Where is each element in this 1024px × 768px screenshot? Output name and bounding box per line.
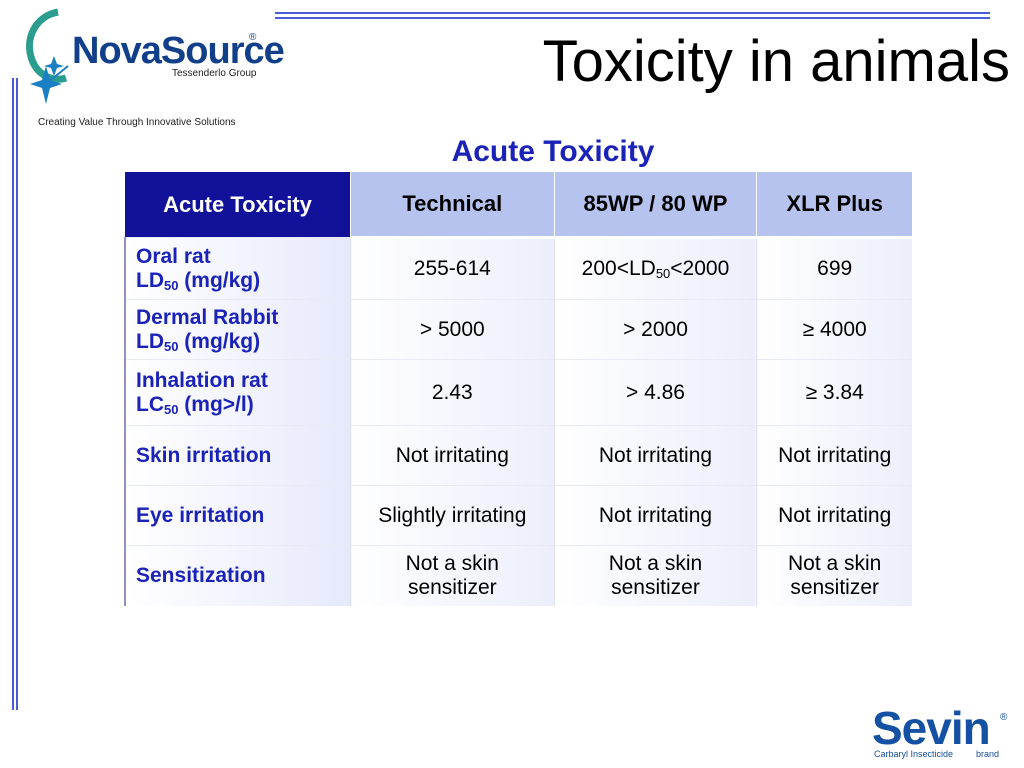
cell-xlr-plus: ≥ 3.84 — [756, 359, 912, 426]
column-header-xlr-plus: XLR Plus — [756, 172, 912, 239]
star-burst-icon — [26, 8, 69, 104]
table-row: Sensitization Not a skin sensitizer Not a… — [124, 545, 912, 606]
table-row: Skin irritation Not irritating Not irrit… — [124, 425, 912, 486]
cell-technical: Not a skin sensitizer — [350, 545, 555, 606]
top-rule — [275, 12, 990, 14]
cell-xlr-plus: Not irritating — [756, 425, 912, 486]
logo-registered-mark: ® — [249, 32, 257, 43]
cell-xlr-plus: ≥ 4000 — [756, 299, 912, 360]
table-row: Eye irritation Slightly irritating Not i… — [124, 485, 912, 546]
sevin-brand-word: brand — [976, 749, 1000, 759]
cell-85wp: > 4.86 — [553, 359, 757, 426]
row-label: Sensitization — [124, 545, 351, 606]
table-row: Dermal Rabbit LD50 (mg/kg) > 5000 > 2000… — [124, 299, 912, 360]
row-label: Oral rat LD50 (mg/kg) — [124, 237, 351, 300]
novasource-logo: NovaSource ® Tessenderlo Group — [24, 8, 285, 133]
cell-xlr-plus: Not a skin sensitizer — [756, 545, 912, 606]
cell-85wp: Not irritating — [553, 425, 757, 486]
cell-85wp: Not irritating — [553, 485, 757, 546]
cell-85wp: Not a skin sensitizer — [553, 545, 757, 606]
table-title: Acute Toxicity — [451, 135, 655, 168]
tagline: Creating Value Through Innovative Soluti… — [38, 117, 236, 128]
cell-technical: Not irritating — [350, 425, 555, 486]
left-rule-secondary — [16, 78, 18, 710]
logo-wordmark: NovaSource — [72, 30, 285, 72]
table-row: Oral rat LD50 (mg/kg) 255-614 200<LD50<2… — [124, 237, 912, 300]
cell-technical: 2.43 — [350, 359, 555, 426]
cell-85wp: > 2000 — [553, 299, 757, 360]
table-header-row: Acute Toxicity Technical 85WP / 80 WP XL… — [125, 172, 912, 239]
cell-xlr-plus: 699 — [756, 237, 912, 300]
cell-85wp: 200<LD50<2000 — [553, 237, 757, 300]
toxicity-table: Acute Toxicity Technical 85WP / 80 WP XL… — [124, 172, 912, 606]
sevin-logo: Sevin — [872, 702, 991, 754]
cell-technical: 255-614 — [350, 237, 555, 300]
column-header-technical: Technical — [350, 172, 555, 239]
row-label: Eye irritation — [124, 485, 351, 546]
row-label: Skin irritation — [124, 425, 351, 486]
cell-technical: > 5000 — [350, 299, 555, 360]
cell-technical: Slightly irritating — [350, 485, 555, 546]
table-row: Inhalation rat LC50 (mg>/l) 2.43 > 4.86 … — [124, 359, 912, 426]
sevin-subtitle: Carbaryl Insecticide — [874, 749, 954, 759]
page-title: Toxicity in animals — [542, 29, 1010, 94]
sevin-registered-mark: ® — [1000, 712, 1008, 723]
row-label: Inhalation rat LC50 (mg>/l) — [124, 359, 351, 426]
column-header-85wp: 85WP / 80 WP — [553, 172, 757, 239]
top-rule-secondary — [275, 17, 990, 19]
column-header-category: Acute Toxicity — [125, 172, 351, 238]
row-label: Dermal Rabbit LD50 (mg/kg) — [124, 299, 351, 360]
logo-group-name: Tessenderlo Group — [172, 68, 257, 79]
left-rule — [12, 78, 14, 710]
cell-xlr-plus: Not irritating — [756, 485, 912, 546]
